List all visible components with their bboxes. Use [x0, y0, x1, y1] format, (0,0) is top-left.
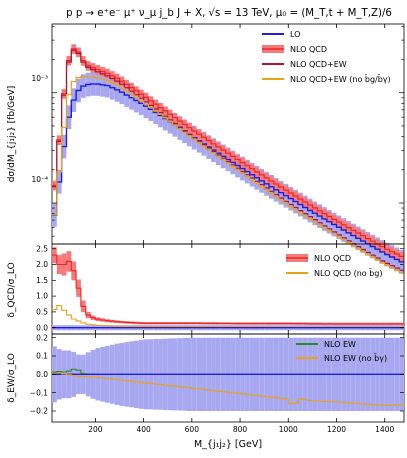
main-panel-frame	[51, 23, 405, 245]
qcd-y-tick-label: 0.0	[36, 323, 48, 332]
chart-title: p p → e⁺e⁻ μ⁺ ν_μ j_b J + X, √s = 13 TeV…	[66, 7, 392, 19]
qcd-panel-marks: 0.0 0.5 1.0 1.5 2.0 2.5	[36, 244, 404, 334]
main-panel-marks	[52, 24, 404, 274]
qcd-y-tick-label: 1.0	[36, 292, 48, 301]
nlo-qcd-line	[52, 48, 404, 257]
legend-label: LO	[290, 30, 300, 39]
ew-y-tick-label: 0.0	[36, 370, 48, 379]
x-tick-label: 1400	[375, 425, 394, 434]
nlo-ew-no-bgamma-ratio-line	[52, 372, 404, 406]
qcd-ratio-panel: 0.0 0.5 1.0 1.5 2.0 2.5 δ_QCD/σ_LO NLO QCD NL…	[7, 243, 405, 335]
ew-y-tick-label: 0.2	[36, 333, 48, 342]
nlo-qcd-ew-line	[52, 49, 404, 271]
qcd-legend: NLO QCD NLO QCD (no b̄g)	[286, 254, 383, 278]
qcd-y-axis-label: δ_QCD/σ_LO	[7, 262, 17, 317]
legend-label: NLO EW	[324, 340, 356, 349]
main-legend: LO NLO QCD NLO QCD+EW NLO QCD+EW (no b̄g…	[262, 30, 391, 84]
nlo-ew-ratio-line	[52, 368, 86, 374]
ew-y-tick-label: −0.1	[30, 388, 48, 397]
x-tick-label: 800	[233, 425, 248, 434]
x-tick-label: 400	[136, 425, 151, 434]
ew-ratio-panel: −0.2 −0.1 0.0 0.1 0.2 200 400 600 800 1000 1200 140…	[7, 333, 405, 450]
qcd-y-tick-label: 2.0	[36, 260, 48, 269]
x-tick-label: 600	[185, 425, 200, 434]
legend-label: NLO QCD (no b̄g)	[314, 268, 383, 278]
x-tick-label: 200	[88, 425, 103, 434]
nlo-qcd-ew-no-bg-line	[52, 75, 404, 274]
main-y-tick-label: 10⁻⁴	[31, 175, 48, 184]
qcd-y-tick-label: 0.5	[36, 307, 48, 316]
x-tick-label: 1000	[279, 425, 298, 434]
x-axis-label: M_{j₁j₂} [GeV]	[194, 439, 262, 450]
lo-line	[52, 83, 404, 263]
legend-label: NLO EW (no b̄γ)	[324, 353, 387, 363]
main-y-tick-label: 10⁻³	[31, 74, 48, 83]
ew-legend: NLO EW NLO EW (no b̄γ)	[296, 340, 387, 363]
main-panel: dσ/dM_{j₁j₂} [fb/GeV] 10⁻³ 10⁻⁴ LO NLO Q…	[7, 23, 405, 274]
legend-label: NLO QCD+EW (no b̄g/b̄γ)	[290, 74, 391, 84]
qcd-y-tick-label: 1.5	[36, 276, 48, 285]
legend-label: NLO QCD	[314, 254, 351, 263]
legend-label: NLO QCD+EW	[290, 60, 347, 69]
ew-y-axis-label: δ_EW/σ_LO	[7, 353, 17, 403]
x-tick-label: 1200	[327, 425, 346, 434]
main-y-axis-label: dσ/dM_{j₁j₂} [fb/GeV]	[7, 86, 17, 183]
legend-label: NLO QCD	[290, 45, 327, 54]
qcd-y-tick-label: 2.5	[36, 244, 48, 253]
ew-y-tick-label: −0.2	[30, 407, 48, 416]
ew-panel-marks: −0.2 −0.1 0.0 0.1 0.2 200 400 600 800 1000 1200 140…	[30, 333, 404, 434]
ew-y-tick-label: 0.1	[36, 352, 48, 361]
nlo-qcd-ratio-line	[52, 254, 404, 325]
